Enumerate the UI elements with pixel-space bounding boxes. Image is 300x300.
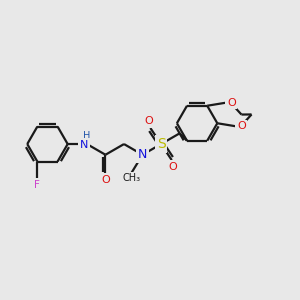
Text: F: F: [34, 180, 40, 190]
Text: N: N: [138, 148, 147, 161]
Text: CH₃: CH₃: [122, 173, 140, 183]
Text: O: O: [145, 116, 153, 127]
Text: O: O: [169, 162, 178, 172]
Text: O: O: [237, 121, 246, 131]
Text: O: O: [101, 175, 110, 185]
Text: H: H: [83, 131, 91, 141]
Text: S: S: [157, 137, 165, 151]
Text: O: O: [227, 98, 236, 108]
Text: N: N: [80, 140, 88, 150]
